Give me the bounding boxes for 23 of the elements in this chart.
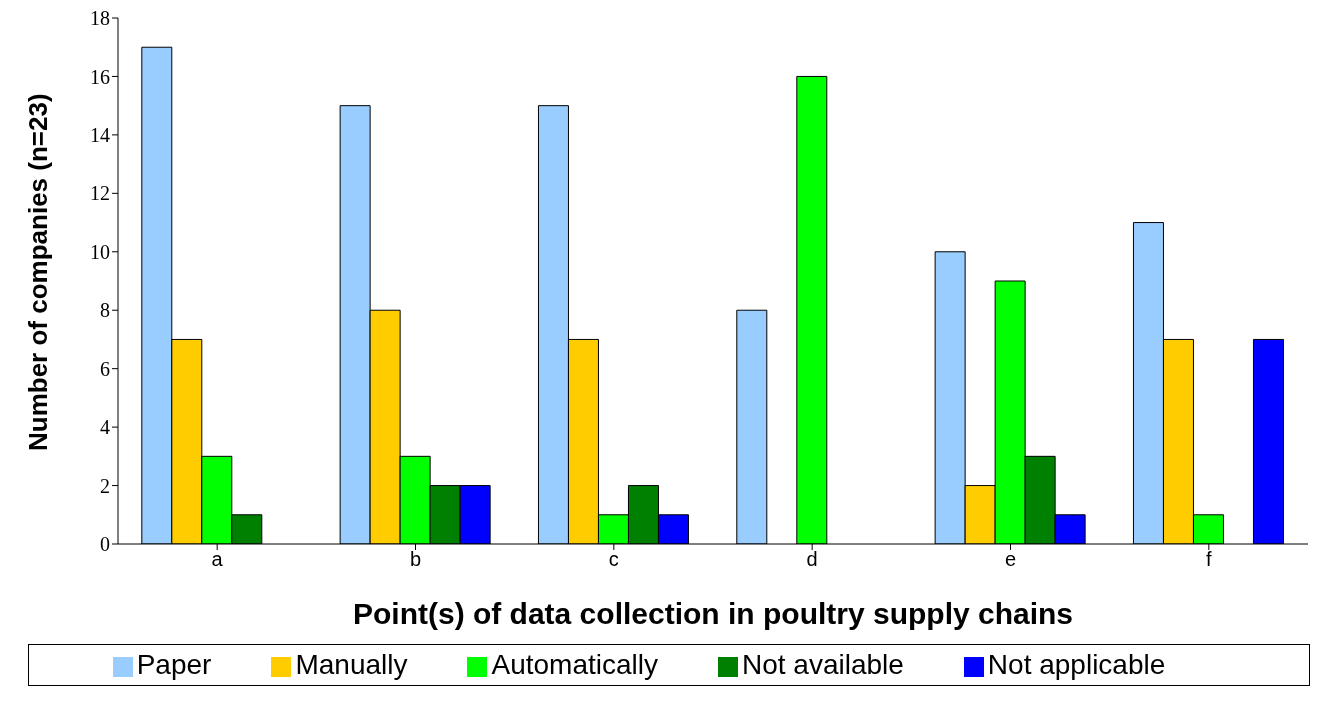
y-axis-title: Number of companies (n=23) xyxy=(23,93,54,451)
y-tick-label: 14 xyxy=(90,123,110,146)
legend-label: Not applicable xyxy=(987,649,1166,680)
legend-label: Not available xyxy=(741,649,904,680)
x-tick-label: e xyxy=(1004,548,1017,571)
y-tick-label: 6 xyxy=(100,357,110,380)
y-tick-label: 12 xyxy=(90,182,110,205)
x-tick-label: b xyxy=(409,548,422,571)
y-tick-label: 0 xyxy=(100,533,110,556)
y-tick-label: 18 xyxy=(90,7,110,30)
x-tick-label: f xyxy=(1206,548,1213,571)
y-tick-label: 2 xyxy=(100,474,110,497)
legend-label: Paper xyxy=(136,649,212,680)
y-tick-label: 16 xyxy=(90,65,110,88)
y-tick-label: 4 xyxy=(100,416,110,439)
y-tick-label: 10 xyxy=(90,240,110,263)
legend-label: Manually xyxy=(295,649,408,680)
x-tick-label: d xyxy=(806,548,818,571)
y-tick-label: 8 xyxy=(100,299,110,322)
x-tick-label: c xyxy=(608,548,619,571)
x-tick-label: a xyxy=(211,548,224,571)
legend-label: Automatically xyxy=(491,649,658,680)
x-axis-title: Point(s) of data collection in poultry supply chains xyxy=(352,597,1074,630)
